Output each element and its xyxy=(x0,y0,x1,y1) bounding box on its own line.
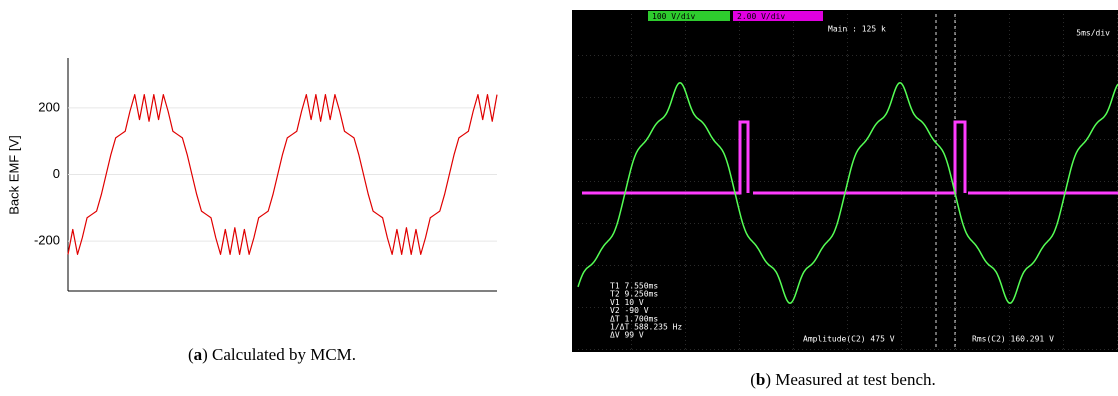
cursor-readout: ΔV 99 V xyxy=(610,331,644,340)
y-tick-label: 0 xyxy=(53,166,60,181)
caption-text: ) Measured at test bench. xyxy=(765,370,935,389)
y-tick-label: -200 xyxy=(34,233,60,248)
figure: Back EMF [V] -200 0 200 (a) Calculated by … xyxy=(0,0,1118,396)
oscilloscope: 100 V/div 2.00 V/div Main : 125 k 5ms/di… xyxy=(572,10,1118,352)
caption-text: ) Calculated by MCM. xyxy=(202,345,356,364)
chart-a: Back EMF [V] -200 0 200 xyxy=(6,58,497,291)
y-axis-label: Back EMF [V] xyxy=(6,135,21,214)
timebase: 5ms/div xyxy=(1076,29,1110,38)
ch2-scale: 2.00 V/div xyxy=(737,12,785,21)
main-rate: Main : 125 k xyxy=(828,25,886,34)
y-tick-label: 200 xyxy=(38,99,60,114)
caption-label: b xyxy=(756,370,765,389)
caption-a: (a) Calculated by MCM. xyxy=(188,345,356,364)
rms: Rms(C2) 160.291 V xyxy=(972,335,1054,344)
caption-b: (b) Measured at test bench. xyxy=(750,370,936,389)
amplitude: Amplitude(C2) 475 V xyxy=(803,335,895,344)
ch1-scale: 100 V/div xyxy=(652,12,696,21)
